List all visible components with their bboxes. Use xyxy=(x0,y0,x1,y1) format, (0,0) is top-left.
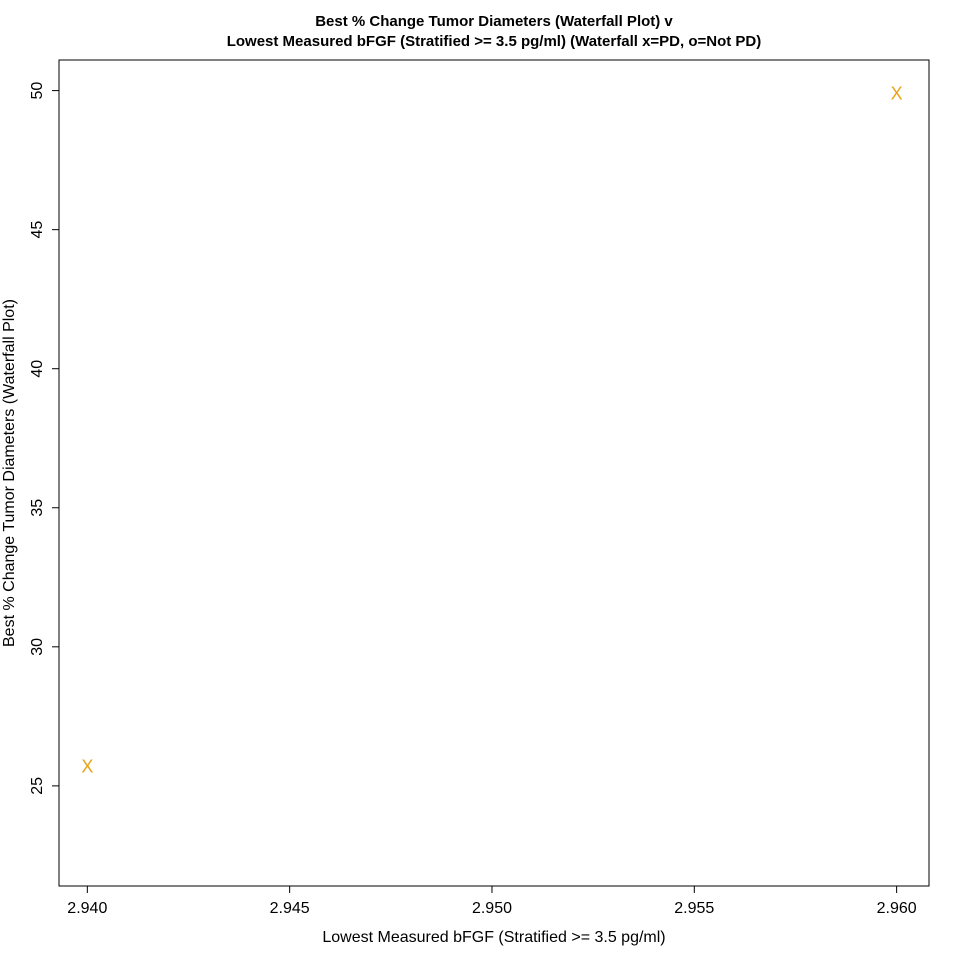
x-tick-label: 2.960 xyxy=(877,900,917,917)
y-tick-label: 40 xyxy=(29,360,46,378)
plot-frame xyxy=(58,59,930,887)
x-tick-label: 2.945 xyxy=(270,900,310,917)
x-tick-label: 2.950 xyxy=(472,900,512,917)
y-tick-label: 30 xyxy=(29,638,46,656)
x-axis: 2.940 2.945 2.950 2.955 2.960 xyxy=(67,885,917,917)
y-axis-label: Best % Change Tumor Diameters (Waterfall… xyxy=(1,299,18,647)
data-point-marker: X xyxy=(891,83,903,103)
x-tick-label: 2.940 xyxy=(67,900,107,917)
y-tick-label: 45 xyxy=(29,221,46,239)
chart-title-line-1: Best % Change Tumor Diameters (Waterfall… xyxy=(315,13,673,30)
y-axis: 25 30 35 40 45 50 xyxy=(29,82,60,795)
chart-title-line-2: Lowest Measured bFGF (Stratified >= 3.5 … xyxy=(227,33,762,50)
x-tick-label: 2.955 xyxy=(674,900,714,917)
data-points: XX xyxy=(81,83,902,776)
y-tick-label: 25 xyxy=(29,777,46,795)
data-point-marker: X xyxy=(81,756,93,776)
y-tick-label: 50 xyxy=(29,82,46,100)
x-axis-label: Lowest Measured bFGF (Stratified >= 3.5 … xyxy=(322,929,665,946)
y-tick-label: 35 xyxy=(29,499,46,517)
